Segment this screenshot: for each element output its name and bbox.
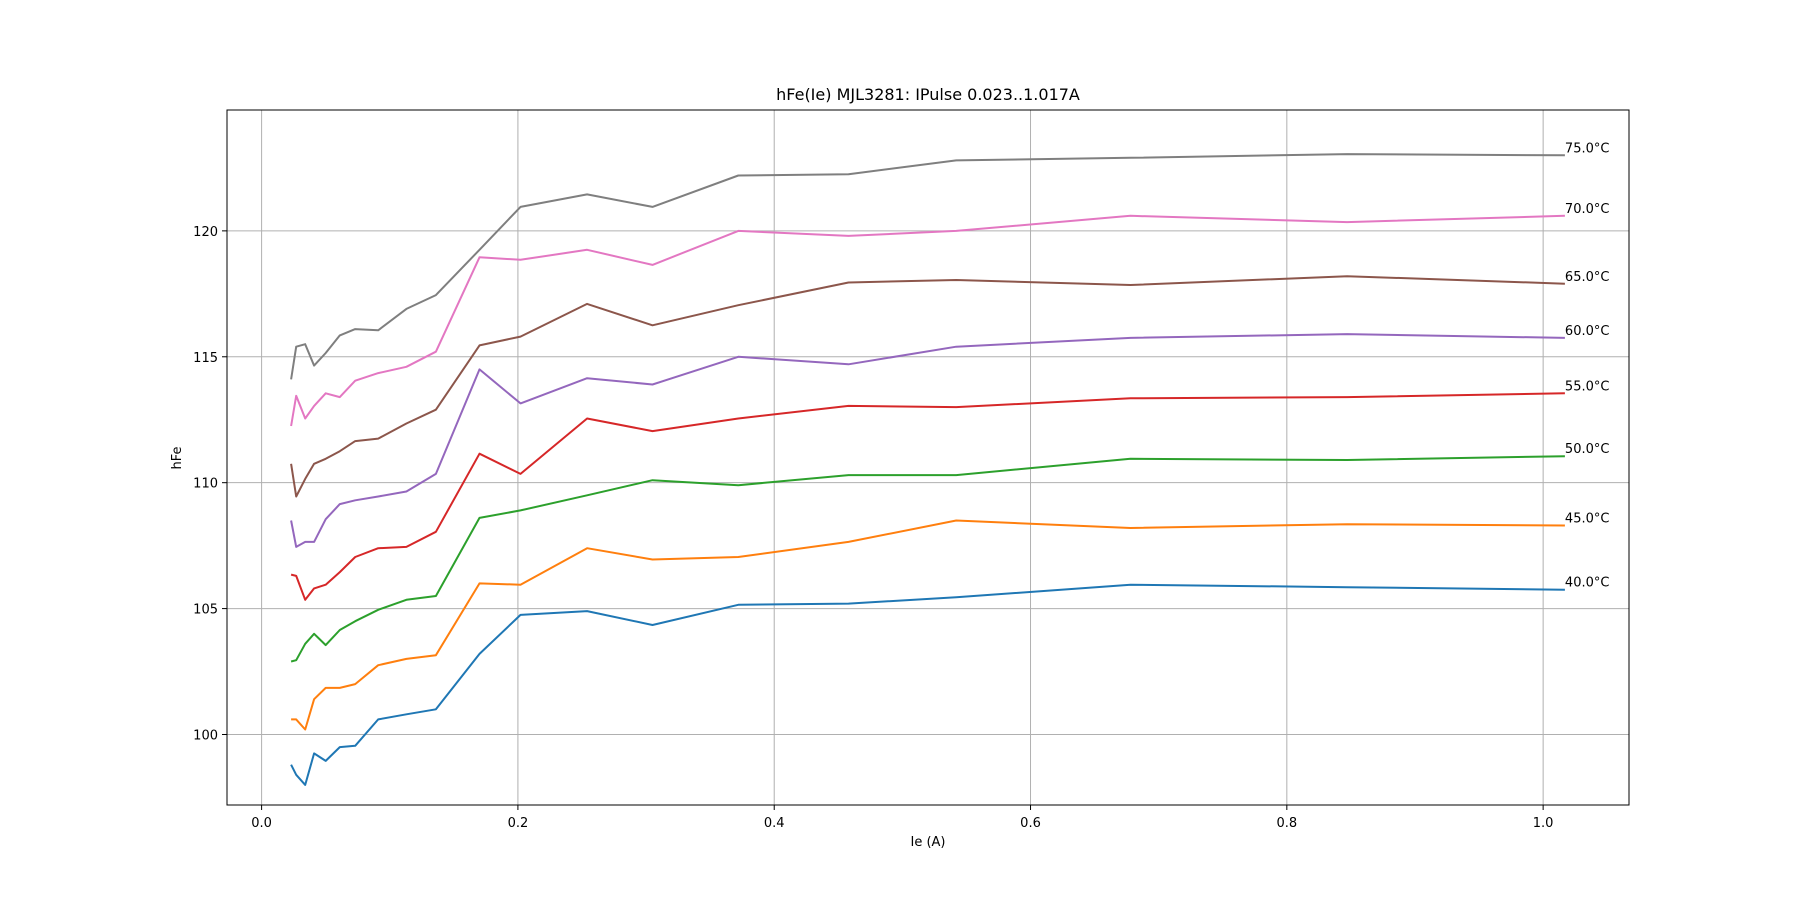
y-tick-label: 115 <box>193 351 218 366</box>
x-tick-label: 0.6 <box>1020 816 1041 831</box>
series-line-55.0°C <box>290 392 1565 601</box>
y-axis-ticks: 100 105 110 115 120 <box>193 225 227 743</box>
x-axis-ticks: 0.0 0.2 0.4 0.6 0.8 1.0 <box>251 805 1553 831</box>
series-line-50.0°C <box>290 455 1565 663</box>
y-axis-label: hFe <box>170 446 185 469</box>
series-line-75.0°C <box>290 153 1565 380</box>
series-label: 75.0°C <box>1565 141 1610 156</box>
series-line-45.0°C <box>291 519 1565 731</box>
x-tick-label: 0.4 <box>764 816 785 831</box>
y-tick-label: 100 <box>193 728 218 743</box>
series-label: 40.0°C <box>1565 576 1610 591</box>
x-axis-label: Ie (A) <box>910 835 945 850</box>
series-label: 60.0°C <box>1565 324 1610 339</box>
x-tick-label: 0.8 <box>1276 816 1297 831</box>
x-tick-label: 0.2 <box>508 816 529 831</box>
y-tick-label: 120 <box>193 225 218 240</box>
series-line-65.0°C <box>290 275 1565 498</box>
plot-frame <box>226 109 1630 806</box>
y-tick-label: 105 <box>193 603 218 618</box>
series-label: 50.0°C <box>1565 442 1610 457</box>
chart-title: hFe(Ie) MJL3281: IPulse 0.023..1.017A <box>776 85 1080 104</box>
series-label: 55.0°C <box>1565 379 1610 394</box>
series-label: 65.0°C <box>1565 270 1610 285</box>
series-end-labels: 40.0°C 45.0°C 50.0°C 55.0°C 60.0°C 65.0°C 70.0… <box>1565 141 1610 590</box>
series-label: 45.0°C <box>1565 511 1610 526</box>
x-tick-label: 0.0 <box>251 816 272 831</box>
x-tick-label: 1.0 <box>1533 816 1554 831</box>
series-label: 70.0°C <box>1565 202 1610 217</box>
grid-lines <box>227 110 1629 805</box>
series-line-70.0°C <box>290 214 1565 427</box>
series-lines <box>290 153 1565 786</box>
series-line-60.0°C <box>290 333 1565 548</box>
y-tick-label: 110 <box>193 477 218 492</box>
series-line-40.0°C <box>290 583 1565 786</box>
